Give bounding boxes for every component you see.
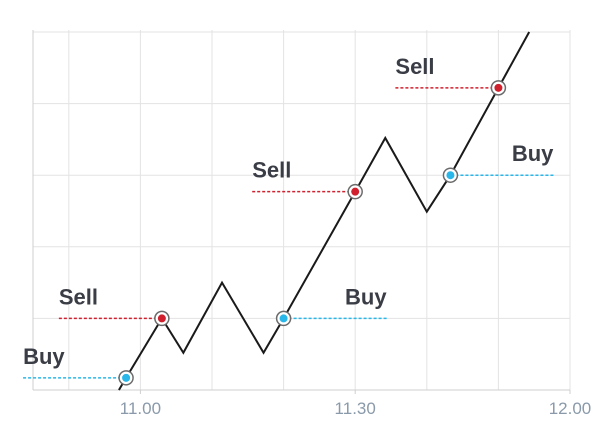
signal-point [157,314,166,323]
signal-label: Buy [345,284,387,309]
x-tick-label: 12.00 [549,399,592,418]
signal-point [494,83,503,92]
x-tick-label: 11.00 [120,399,161,418]
signal-label: Sell [395,54,434,79]
signal-point [279,314,288,323]
signal-label: Buy [23,344,65,369]
price-line [118,31,531,391]
signal-label: Buy [512,141,554,166]
signal-label: Sell [59,284,98,309]
signal-label: Sell [252,158,291,183]
x-tick-label: 11.30 [335,399,376,418]
signal-point [122,373,131,382]
signal-point [446,171,455,180]
signal-point [351,187,360,196]
